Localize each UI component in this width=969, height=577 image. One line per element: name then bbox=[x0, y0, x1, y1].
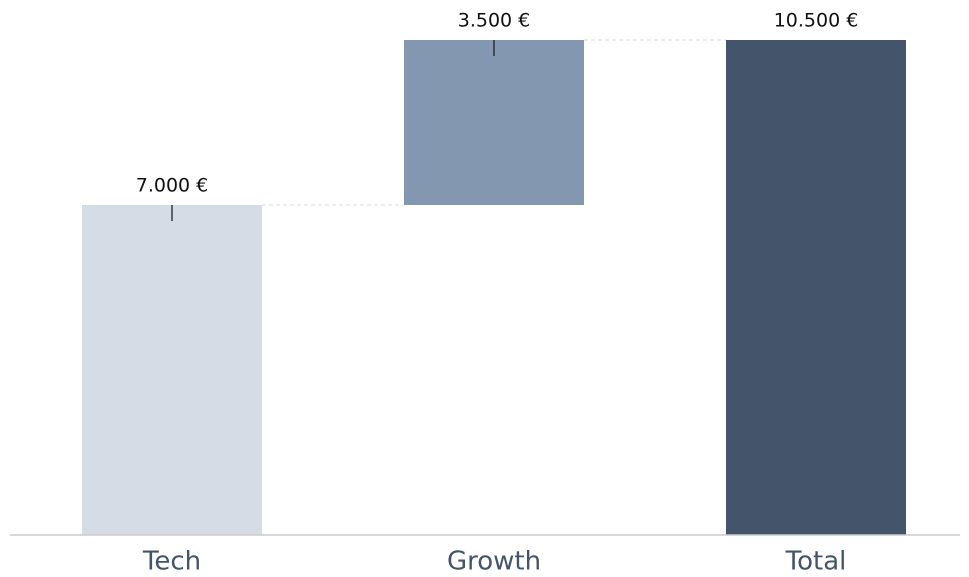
x-tick-label: Growth bbox=[447, 547, 541, 577]
bar bbox=[82, 205, 262, 535]
value-label: 3.500 € bbox=[458, 10, 531, 32]
bar bbox=[404, 40, 584, 205]
value-label: 7.000 € bbox=[136, 175, 209, 197]
x-tick-label: Tech bbox=[142, 547, 201, 577]
bar bbox=[726, 40, 906, 535]
value-label: 10.500 € bbox=[774, 10, 859, 32]
x-tick-label: Total bbox=[785, 547, 847, 577]
